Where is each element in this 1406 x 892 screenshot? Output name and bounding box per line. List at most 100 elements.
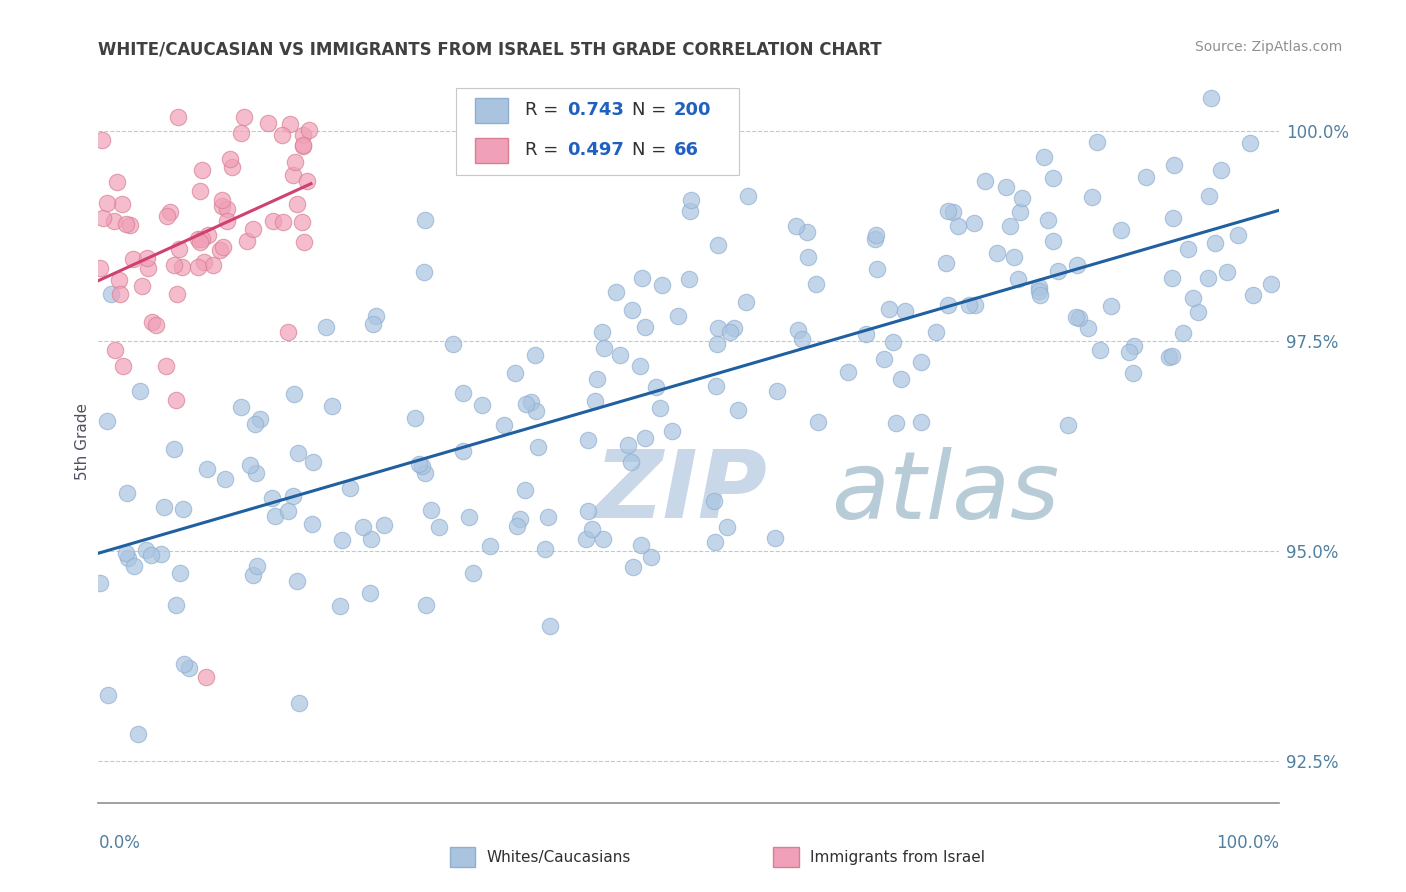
Point (298, 123, 321, 137)
Point (1066, 258, 1088, 272)
Point (373, 518, 395, 533)
Point (115, 217, 138, 231)
Point (458, 510, 481, 524)
Point (218, 152, 240, 166)
Point (963, 298, 986, 312)
Point (291, 139, 314, 153)
Point (527, 440, 550, 454)
Point (1085, 135, 1108, 149)
Point (169, 566, 191, 580)
Point (246, 559, 269, 574)
Point (884, 416, 907, 430)
Point (242, 222, 264, 236)
Point (141, 315, 163, 329)
Point (100, 286, 122, 301)
Point (145, 318, 167, 332)
Point (865, 228, 887, 243)
Point (1002, 250, 1025, 264)
Point (785, 219, 807, 233)
Point (1243, 287, 1265, 301)
Point (505, 367, 527, 381)
Point (155, 359, 177, 373)
Point (1032, 151, 1054, 165)
Point (523, 348, 546, 362)
Point (291, 128, 314, 143)
Point (766, 384, 789, 398)
Point (339, 481, 361, 495)
Point (534, 542, 557, 557)
Point (124, 558, 146, 573)
Point (910, 415, 932, 429)
Point (211, 193, 233, 207)
Point (156, 209, 179, 223)
Point (112, 359, 135, 373)
Text: Whites/Caucasians: Whites/Caucasians (486, 850, 631, 864)
Point (925, 326, 948, 340)
Text: 200: 200 (673, 102, 711, 120)
Point (129, 384, 152, 399)
Point (650, 401, 672, 416)
Point (727, 402, 749, 417)
Point (136, 261, 159, 276)
Point (159, 205, 181, 219)
Point (605, 285, 627, 300)
Point (301, 455, 323, 469)
Point (1161, 271, 1184, 285)
Point (194, 670, 217, 684)
Point (441, 336, 464, 351)
Point (229, 400, 252, 414)
Point (1042, 234, 1064, 248)
Point (763, 531, 786, 545)
Text: Source: ZipAtlas.com: Source: ZipAtlas.com (1195, 40, 1343, 54)
Point (575, 533, 598, 547)
Point (283, 168, 305, 182)
Text: 66: 66 (673, 141, 699, 160)
Point (1011, 192, 1033, 206)
Point (278, 117, 301, 131)
Point (628, 359, 651, 374)
Point (506, 519, 529, 533)
Point (592, 341, 614, 355)
Point (277, 504, 299, 518)
Point (359, 586, 381, 600)
Point (957, 297, 980, 311)
Text: R =: R = (524, 102, 564, 120)
Point (271, 215, 294, 229)
Point (360, 532, 382, 546)
Point (187, 260, 209, 274)
Point (271, 128, 294, 142)
Point (807, 415, 830, 429)
Point (413, 466, 436, 480)
Point (640, 550, 662, 565)
Point (114, 546, 136, 560)
Point (737, 189, 759, 203)
Point (415, 598, 437, 612)
Text: N =: N = (631, 141, 672, 160)
Point (1069, 310, 1091, 325)
Point (934, 256, 956, 270)
Point (245, 467, 267, 481)
Point (471, 398, 494, 412)
Point (578, 433, 600, 447)
Point (1028, 279, 1050, 293)
Point (1204, 235, 1226, 250)
Point (1028, 287, 1050, 301)
Point (790, 332, 813, 346)
Point (329, 599, 352, 613)
Point (201, 258, 224, 272)
Point (806, 277, 828, 291)
Point (666, 310, 689, 324)
Point (294, 235, 316, 249)
Point (408, 457, 430, 471)
Point (461, 566, 484, 580)
Point (631, 271, 654, 285)
Point (262, 491, 284, 505)
Point (706, 320, 728, 334)
Point (936, 203, 959, 218)
Point (519, 394, 541, 409)
Point (609, 348, 631, 362)
Point (264, 508, 287, 523)
Point (1036, 212, 1059, 227)
Point (1197, 270, 1219, 285)
Point (1066, 310, 1088, 324)
